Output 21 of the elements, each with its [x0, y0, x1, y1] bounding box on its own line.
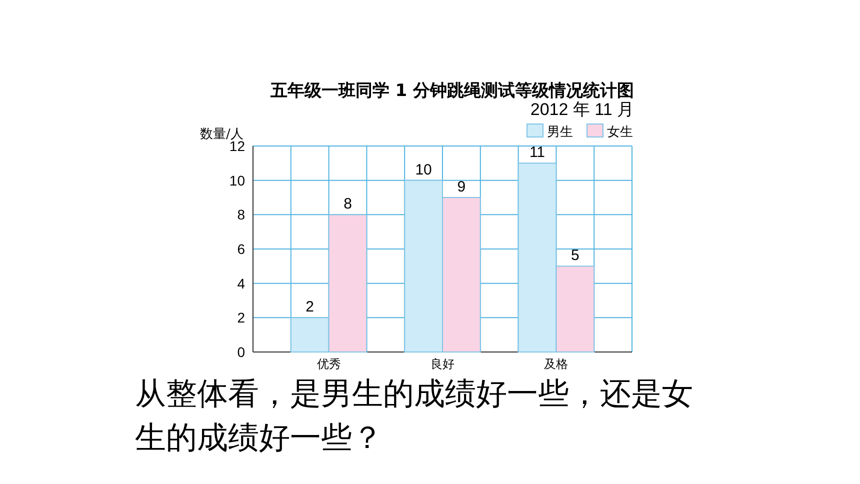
legend-label: 男生: [547, 125, 573, 140]
data-label: 5: [570, 247, 580, 264]
x-tick-label: 良好: [430, 357, 454, 371]
y-tick-label: 4: [237, 275, 246, 292]
data-label: 9: [457, 178, 466, 196]
y-tick-label: 0: [237, 344, 246, 360]
x-tick-label: 及格: [544, 357, 568, 371]
data-label: 10: [415, 161, 432, 178]
y-axis-title: 数量/人: [200, 127, 244, 142]
chart-subtitle: 2012 年 11 月: [530, 100, 634, 119]
chart-title: 五年级一班同学 1 分钟跳绳测试等级情况统计图: [269, 81, 634, 101]
x-tick-label: 优秀: [316, 357, 341, 371]
data-label: 11: [529, 144, 546, 162]
legend-label: 女生: [607, 125, 633, 140]
data-label: 2: [306, 298, 314, 316]
y-tick-label: 10: [229, 172, 246, 188]
text: 从整体看，是男生的成绩好一些，还是女生的成绩好一些？: [135, 375, 694, 458]
y-tick-label: 2: [237, 310, 246, 326]
data-label: 8: [344, 196, 352, 213]
y-tick-label: 6: [237, 241, 246, 257]
y-tick-label: 8: [237, 206, 246, 223]
